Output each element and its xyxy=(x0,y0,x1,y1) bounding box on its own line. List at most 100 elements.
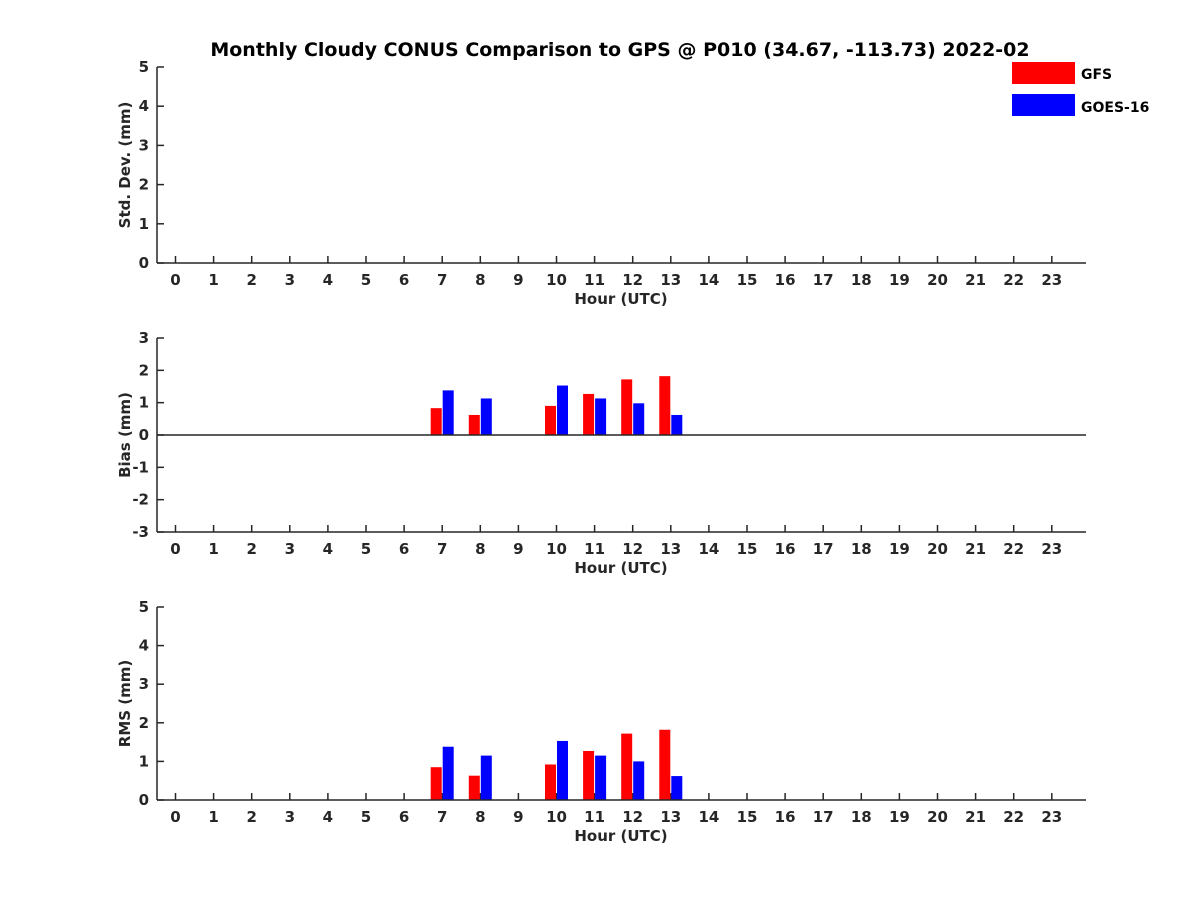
x-tick-label: 21 xyxy=(965,540,986,558)
x-tick-label: 11 xyxy=(584,808,605,826)
x-tick-label: 17 xyxy=(813,808,834,826)
bar-gfs-hour-7 xyxy=(430,767,442,800)
x-tick-label: 19 xyxy=(889,271,910,289)
x-tick-label: 16 xyxy=(775,271,796,289)
x-tick-label: 11 xyxy=(584,271,605,289)
x-tick-label: 5 xyxy=(361,540,371,558)
legend-label-goes16: GOES-16 xyxy=(1081,100,1149,116)
bar-goes16-hour-10 xyxy=(557,740,568,800)
bar-goes16-hour-12 xyxy=(633,403,645,435)
x-tick-label: 15 xyxy=(737,540,758,558)
bar-gfs-hour-8 xyxy=(468,775,480,800)
x-tick-label: 15 xyxy=(737,808,758,826)
y-tick-label: 0 xyxy=(139,426,149,444)
x-tick-label: 9 xyxy=(513,540,523,558)
bar-goes16-hour-8 xyxy=(480,398,492,435)
bar-gfs-hour-11 xyxy=(583,750,595,800)
x-axis-title: Hour (UTC) xyxy=(574,559,667,577)
x-tick-label: 14 xyxy=(698,540,719,558)
y-tick-label: 5 xyxy=(139,598,149,616)
x-tick-label: 7 xyxy=(437,271,447,289)
x-tick-label: 9 xyxy=(513,808,523,826)
x-tick-label: 9 xyxy=(513,271,523,289)
bar-gfs-hour-8 xyxy=(468,414,480,435)
x-tick-label: 21 xyxy=(965,271,986,289)
x-tick-label: 6 xyxy=(399,808,409,826)
x-tick-label: 16 xyxy=(775,540,796,558)
y-tick-label: -1 xyxy=(132,458,149,476)
x-tick-label: 21 xyxy=(965,808,986,826)
y-axis-title: Bias (mm) xyxy=(116,392,134,478)
bar-gfs-hour-13 xyxy=(659,376,671,435)
x-tick-label: 1 xyxy=(208,271,218,289)
x-tick-label: 0 xyxy=(170,271,180,289)
x-tick-label: 20 xyxy=(927,808,948,826)
bar-goes16-hour-7 xyxy=(442,746,454,800)
x-tick-label: 12 xyxy=(622,271,643,289)
x-tick-label: 13 xyxy=(660,808,681,826)
x-tick-label: 11 xyxy=(584,540,605,558)
x-tick-label: 4 xyxy=(323,271,333,289)
x-tick-label: 7 xyxy=(437,540,447,558)
x-axis-title: Hour (UTC) xyxy=(574,290,667,308)
x-tick-label: 14 xyxy=(698,271,719,289)
x-tick-label: 6 xyxy=(399,540,409,558)
y-tick-label: -2 xyxy=(132,491,149,509)
x-tick-label: 0 xyxy=(170,808,180,826)
bar-gfs-hour-12 xyxy=(621,733,633,800)
x-tick-label: 23 xyxy=(1041,271,1062,289)
bar-goes16-hour-13 xyxy=(671,414,683,435)
bar-goes16-hour-12 xyxy=(633,761,645,800)
y-tick-label: 3 xyxy=(139,675,149,693)
x-tick-label: 2 xyxy=(246,540,256,558)
x-tick-label: 23 xyxy=(1041,540,1062,558)
bar-gfs-hour-10 xyxy=(545,764,556,800)
bar-gfs-hour-11 xyxy=(583,393,595,435)
x-tick-label: 8 xyxy=(475,271,485,289)
legend-swatch-gfs xyxy=(1012,62,1075,84)
x-tick-label: 19 xyxy=(889,808,910,826)
x-tick-label: 22 xyxy=(1003,808,1024,826)
y-tick-label: 2 xyxy=(139,361,149,379)
x-tick-label: 12 xyxy=(622,808,643,826)
x-tick-label: 18 xyxy=(851,540,872,558)
x-tick-label: 5 xyxy=(361,271,371,289)
y-tick-label: 3 xyxy=(139,136,149,154)
x-tick-label: 22 xyxy=(1003,540,1024,558)
y-axis-title: Std. Dev. (mm) xyxy=(116,102,134,229)
bar-goes16-hour-7 xyxy=(442,390,454,435)
x-tick-label: 20 xyxy=(927,271,948,289)
y-tick-label: 1 xyxy=(139,394,149,412)
x-tick-label: 15 xyxy=(737,271,758,289)
x-tick-label: 16 xyxy=(775,808,796,826)
x-tick-label: 3 xyxy=(285,540,295,558)
y-tick-label: 0 xyxy=(139,254,149,272)
x-tick-label: 12 xyxy=(622,540,643,558)
legend-swatch-goes16 xyxy=(1012,94,1075,116)
x-tick-label: 13 xyxy=(660,540,681,558)
bar-gfs-hour-12 xyxy=(621,379,633,435)
x-tick-label: 4 xyxy=(323,540,333,558)
x-tick-label: 23 xyxy=(1041,808,1062,826)
y-tick-label: 4 xyxy=(139,637,149,655)
x-tick-label: 10 xyxy=(546,808,567,826)
x-tick-label: 18 xyxy=(851,271,872,289)
x-tick-label: 17 xyxy=(813,540,834,558)
x-tick-label: 10 xyxy=(546,540,567,558)
x-tick-label: 3 xyxy=(285,808,295,826)
legend-label-gfs: GFS xyxy=(1081,67,1112,83)
x-tick-label: 8 xyxy=(475,808,485,826)
y-tick-label: 3 xyxy=(139,329,149,347)
x-tick-label: 3 xyxy=(285,271,295,289)
x-tick-label: 19 xyxy=(889,540,910,558)
y-axis-title: RMS (mm) xyxy=(116,660,134,747)
x-tick-label: 5 xyxy=(361,808,371,826)
bar-gfs-hour-7 xyxy=(430,408,442,435)
y-tick-label: 0 xyxy=(139,791,149,809)
x-tick-label: 6 xyxy=(399,271,409,289)
